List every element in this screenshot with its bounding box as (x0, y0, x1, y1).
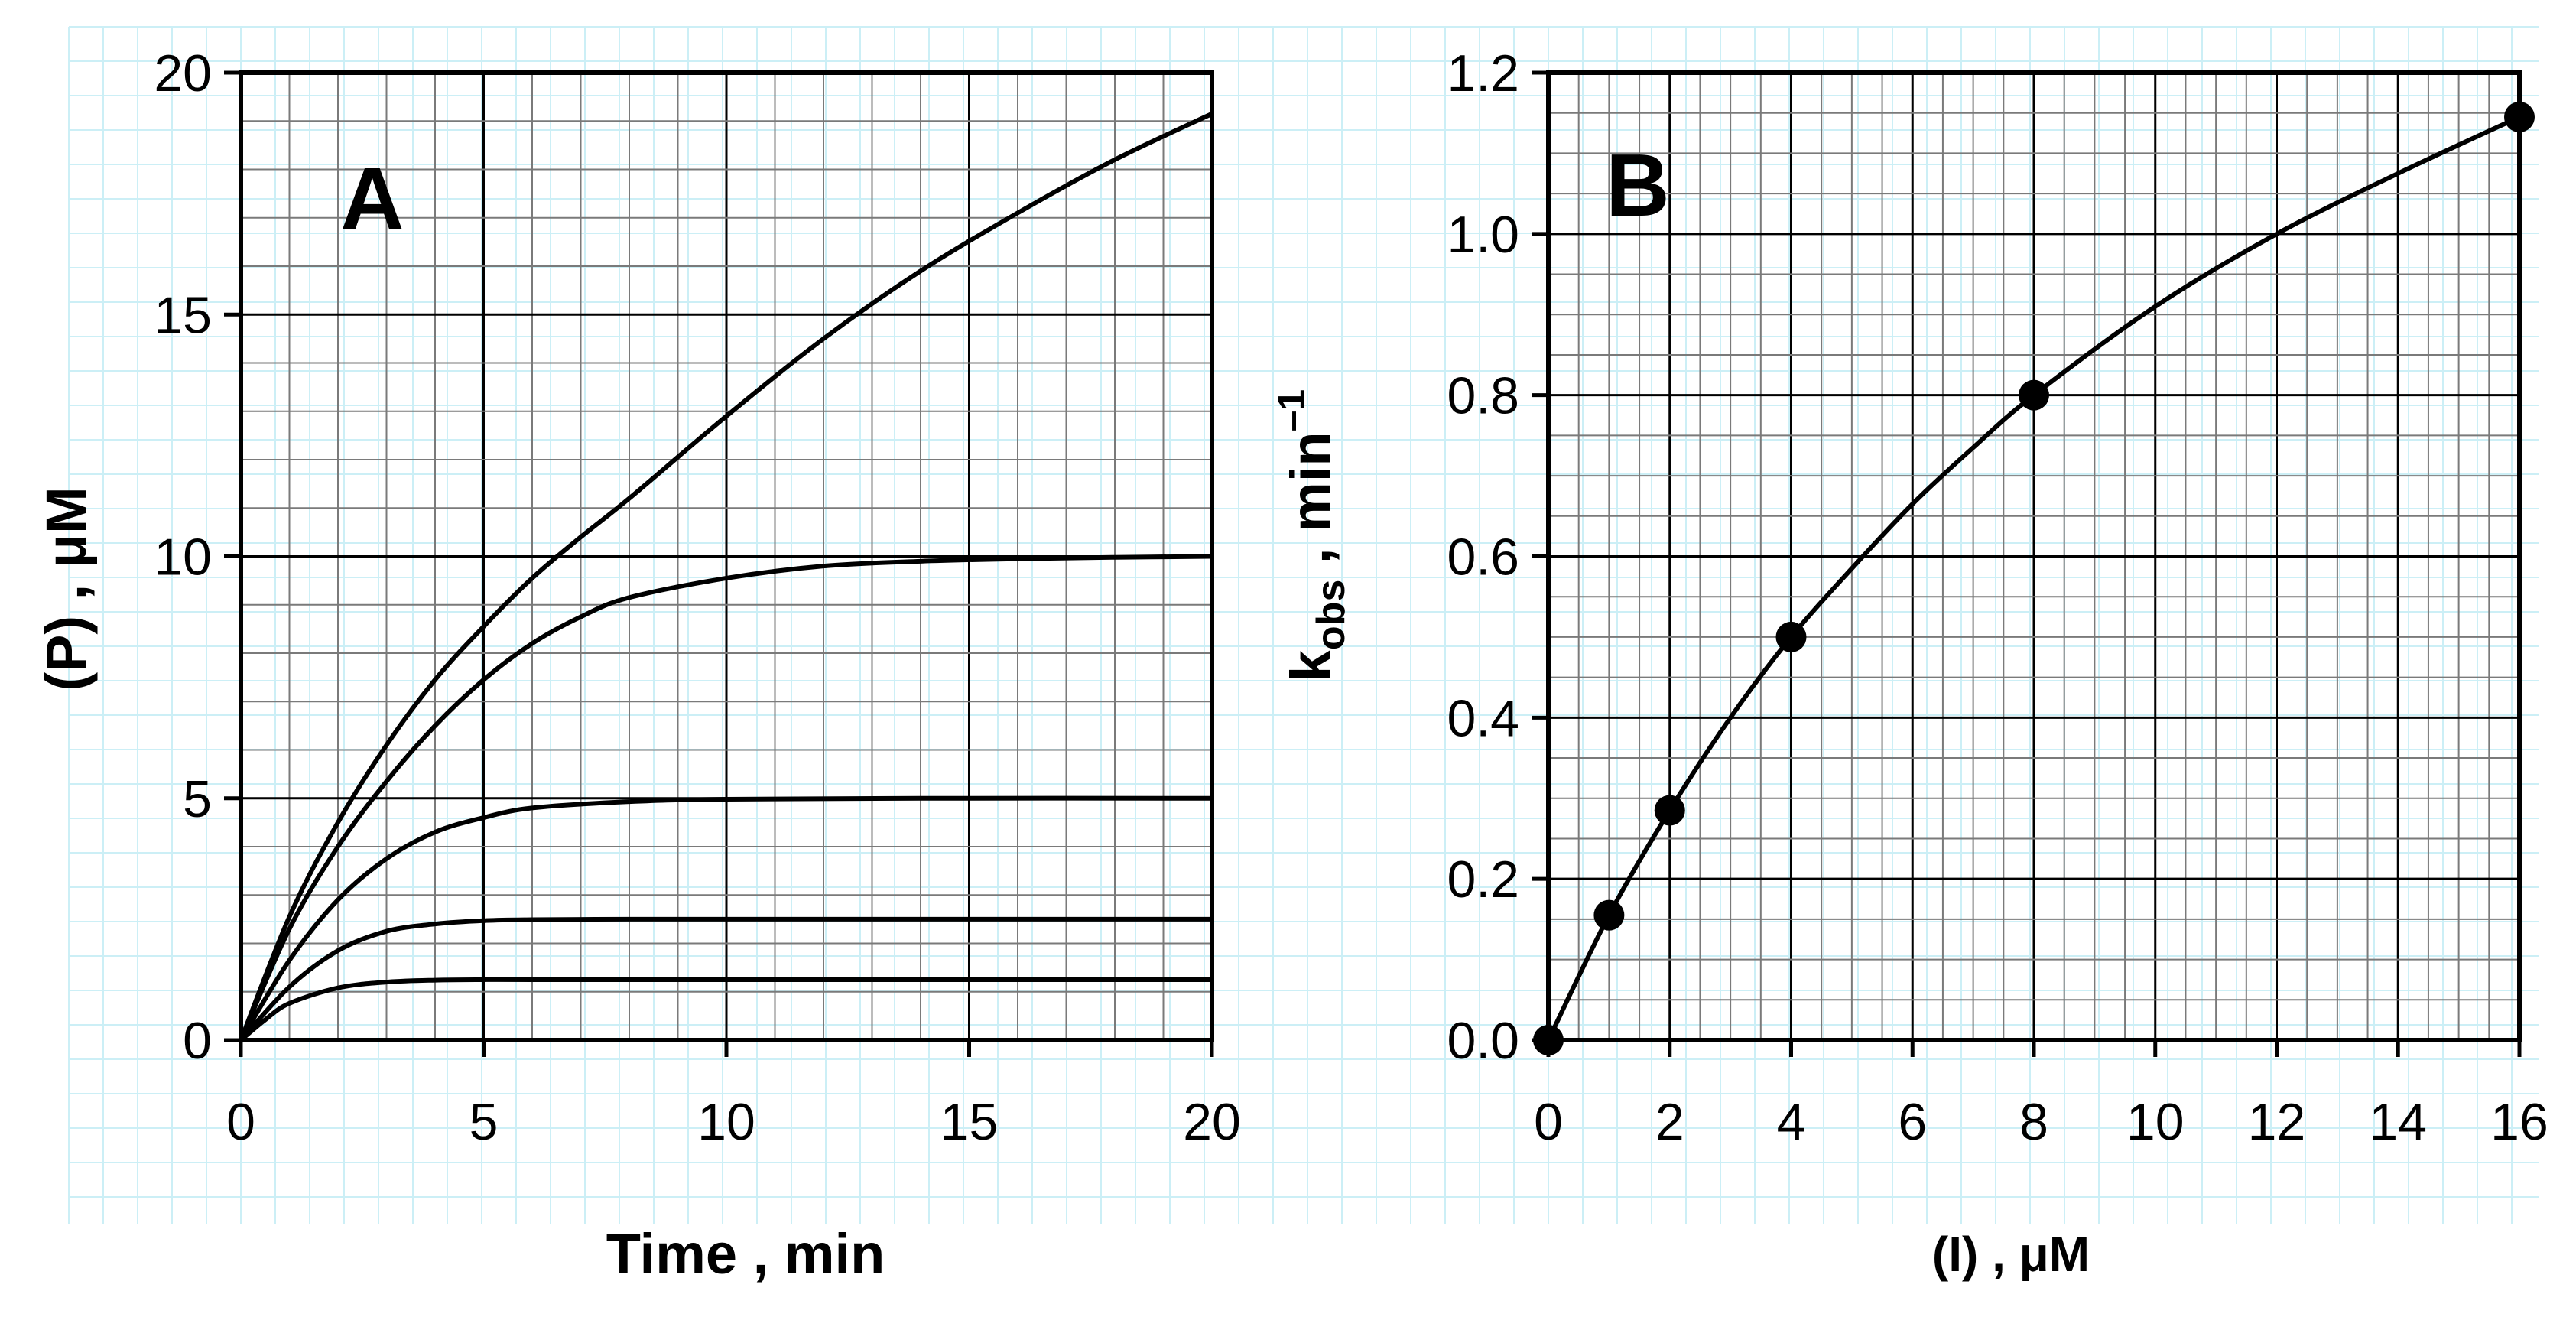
panel-b-data-point (1654, 795, 1685, 826)
y-tick-label: 0.2 (1447, 850, 1519, 909)
panel-b-x-tick-labels: 0 2 4 6 8 10 12 14 16 (1534, 1093, 2548, 1151)
panel-a-curve (239, 554, 1213, 1042)
y-tick-label: 0 (183, 1012, 212, 1070)
x-tick-label: 10 (2126, 1093, 2185, 1151)
panel-b-x-axis-label: (I) , μM (1932, 1227, 2090, 1282)
panel-b-letter: B (1606, 135, 1670, 235)
x-tick-label: 16 (2490, 1093, 2548, 1151)
panel-a-curve (239, 916, 1212, 1042)
panel-a-curves (239, 112, 1213, 1042)
x-tick-label: 0 (1534, 1093, 1563, 1151)
x-tick-label: 20 (1183, 1093, 1241, 1151)
x-tick-label: 12 (2248, 1093, 2306, 1151)
panel-a-tick-marks (224, 70, 1214, 1057)
x-tick-label: 15 (940, 1093, 999, 1151)
x-tick-label: 10 (697, 1093, 755, 1151)
y-tick-label: 0.4 (1447, 689, 1519, 747)
background-graph-paper (68, 26, 2539, 1224)
panel-b-y-axis-label: kobs , min–1 (1270, 389, 1353, 681)
y-tick-label: 1.2 (1447, 44, 1519, 102)
panel-b-y-label-tail: , min (1279, 431, 1343, 579)
y-tick-label: 5 (183, 770, 212, 828)
panel-a-curve (239, 112, 1213, 1042)
panel-a-y-axis-label: (P) , μM (34, 486, 98, 691)
panel-b: 0 2 4 6 8 10 12 14 16 0.0 0.2 0.4 0.6 0.8 1.0 1.2 B (I… (1270, 44, 2548, 1282)
x-tick-label: 6 (1898, 1093, 1927, 1151)
x-tick-label: 14 (2369, 1093, 2427, 1151)
y-tick-label: 15 (154, 286, 212, 344)
panel-b-y-label-superscript: –1 (1270, 389, 1313, 432)
panel-b-data-point (1593, 899, 1625, 931)
panel-b-data-point (2019, 379, 2049, 411)
y-tick-label: 0.6 (1447, 528, 1519, 587)
x-tick-label: 2 (1655, 1093, 1684, 1151)
y-tick-label: 1.0 (1447, 206, 1519, 264)
x-tick-label: 4 (1777, 1093, 1806, 1151)
panel-b-y-label-main: k (1279, 649, 1343, 681)
x-tick-label: 0 (226, 1093, 255, 1151)
panel-a: 0 5 10 15 20 0 5 10 15 20 A Time , min (P) , μM (34, 44, 1241, 1286)
y-tick-label: 0.8 (1447, 367, 1519, 425)
panel-a-x-tick-labels: 0 5 10 15 20 (226, 1093, 1241, 1151)
panel-b-y-label-subscript: obs (1309, 580, 1353, 650)
panel-b-tick-marks (1532, 70, 2522, 1057)
panel-a-letter: A (340, 149, 404, 249)
panel-b-data-point (1775, 621, 1807, 652)
panel-b-y-tick-labels: 0.0 0.2 0.4 0.6 0.8 1.0 1.2 (1447, 44, 1519, 1070)
panel-a-y-tick-labels: 0 5 10 15 20 (154, 44, 212, 1070)
y-tick-label: 20 (154, 44, 212, 102)
x-tick-label: 5 (469, 1093, 499, 1151)
x-tick-label: 8 (2019, 1093, 2048, 1151)
panel-b-data-points (1533, 101, 2535, 1055)
y-tick-label: 10 (154, 528, 212, 587)
panel-a-x-axis-label: Time , min (606, 1222, 885, 1286)
panel-a-curve (239, 795, 1213, 1042)
y-tick-label: 0.0 (1447, 1012, 1519, 1070)
panel-a-curve (239, 977, 1212, 1042)
